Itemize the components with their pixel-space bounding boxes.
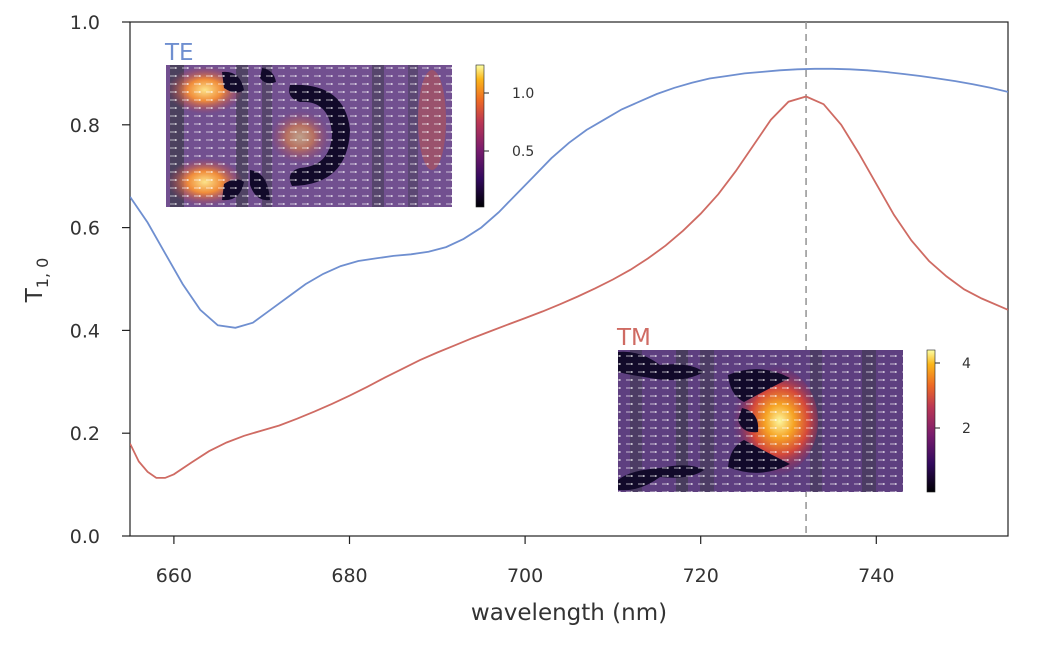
y-axis-label-subscript: 1, 0: [33, 258, 52, 289]
te-field-inset: TE 1.0 0.5: [164, 40, 534, 208]
tm-colorbar-tick-high: 4: [962, 356, 971, 372]
y-tick-label: 0.6: [70, 218, 100, 240]
y-tick-label: 0.8: [70, 115, 100, 137]
x-tick-label: 720: [683, 565, 719, 587]
tm-field-inset: TM 4 2: [616, 325, 971, 493]
tm-field-map: [618, 350, 903, 492]
te-colorbar-tick-low: 0.5: [512, 144, 534, 160]
tm-inset-title: TM: [616, 325, 651, 351]
y-tick-label: 0.2: [70, 423, 100, 445]
series-te-line: [130, 67, 1008, 329]
x-tick-label: 680: [331, 565, 367, 587]
x-tick-label: 740: [858, 565, 894, 587]
y-tick-label: 1.0: [70, 12, 100, 34]
te-colorbar-tick-high: 1.0: [512, 86, 534, 102]
x-axis-label: wavelength (nm): [471, 600, 667, 626]
y-tick-label: 0.4: [70, 320, 100, 342]
te-inset-title: TE: [164, 40, 194, 66]
x-tick-label: 700: [507, 565, 543, 587]
tm-colorbar: 4 2: [926, 349, 971, 493]
axis-ticks: 660 680 700 720 740 0.0 0.2 0.4 0.6 0.8 1.0: [70, 12, 895, 587]
te-colorbar: 1.0 0.5: [475, 64, 534, 208]
y-axis-label-main: T: [22, 287, 48, 303]
plot-area: [129, 21, 1009, 537]
series-tm-line: [130, 95, 1008, 479]
y-tick-label: 0.0: [70, 526, 100, 548]
te-field-map: [166, 65, 452, 207]
tm-colorbar-tick-low: 2: [962, 421, 971, 437]
x-tick-label: 660: [156, 565, 192, 587]
y-axis-label: T1, 0: [22, 258, 52, 304]
